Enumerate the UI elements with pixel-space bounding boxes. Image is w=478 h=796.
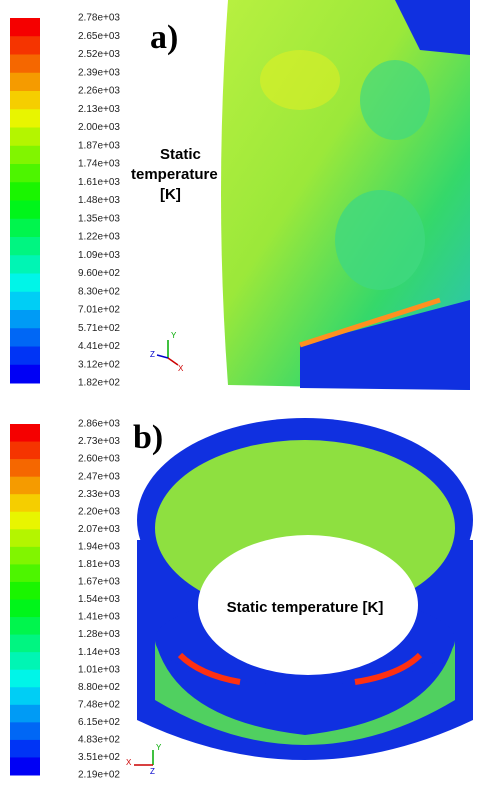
- colorbar-label: 2.07e+03: [78, 524, 120, 535]
- colorbar-label: 1.54e+03: [78, 594, 120, 605]
- colorbar-band: [10, 200, 40, 220]
- colorbar-label: 1.61e+03: [78, 177, 120, 188]
- colorbar-label: 2.19e+02: [78, 770, 120, 781]
- axis-label: X: [126, 758, 132, 767]
- colorbar-band: [10, 511, 40, 530]
- colorbar-label: 1.67e+03: [78, 577, 120, 588]
- colorbar-band: [10, 273, 40, 293]
- colorbar-label: 1.87e+03: [78, 140, 120, 151]
- colorbar-label: 2.39e+03: [78, 67, 120, 78]
- colorbar-label: 4.41e+02: [78, 341, 120, 352]
- colorbar-label: 2.65e+03: [78, 31, 120, 42]
- axis-label: Z: [150, 350, 155, 359]
- colorbar-label: 1.48e+03: [78, 195, 120, 206]
- colorbar-band: [10, 424, 40, 443]
- colorbar-label: 2.20e+03: [78, 506, 120, 517]
- axis-label: Z: [150, 767, 155, 776]
- colorbar-band: [10, 564, 40, 583]
- annotation: Static: [160, 146, 201, 163]
- colorbar-label: 1.35e+03: [78, 213, 120, 224]
- colorbar-band: [10, 127, 40, 147]
- colorbar-label: 2.86e+03: [78, 419, 120, 430]
- colorbar-label: 7.48e+02: [78, 699, 120, 710]
- colorbar-label: 7.01e+02: [78, 305, 120, 316]
- colorbar-label: 1.14e+03: [78, 647, 120, 658]
- colorbar-label: 9.60e+02: [78, 268, 120, 279]
- colorbar-band: [10, 441, 40, 460]
- colorbar-band: [10, 72, 40, 92]
- colorbar-label: 2.00e+03: [78, 122, 120, 133]
- colorbar-band: [10, 291, 40, 311]
- contour-image-a: [221, 0, 470, 390]
- colorbar-label: 1.74e+03: [78, 159, 120, 170]
- colorbar-label: 8.30e+02: [78, 286, 120, 297]
- panel-label: b): [133, 419, 163, 456]
- colorbar-label: 1.28e+03: [78, 629, 120, 640]
- panel-label: a): [150, 19, 178, 56]
- annotation: temperature: [131, 166, 218, 183]
- colorbar-label: 2.78e+03: [78, 13, 120, 24]
- colorbar-band: [10, 722, 40, 741]
- axis-triad: [134, 340, 179, 766]
- colorbar-label: 6.15e+02: [78, 717, 120, 728]
- colorbar-label: 2.26e+03: [78, 86, 120, 97]
- colorbar-label: 1.22e+03: [78, 232, 120, 243]
- colorbar-label: 3.12e+02: [78, 359, 120, 370]
- colorbar-label: 2.60e+03: [78, 454, 120, 465]
- colorbar-band: [10, 652, 40, 671]
- colorbar-label: 2.52e+03: [78, 49, 120, 60]
- annotation: [K]: [160, 186, 181, 203]
- colorbar-band: [10, 255, 40, 274]
- colorbar-band: [10, 145, 40, 165]
- colorbar-band: [10, 364, 40, 384]
- colorbar-band: [10, 459, 40, 478]
- colorbar-label: 1.01e+03: [78, 664, 120, 675]
- colorbar-band: [10, 237, 40, 256]
- colorbar-label: 2.33e+03: [78, 489, 120, 500]
- colorbar-label: 2.13e+03: [78, 104, 120, 115]
- colorbar-label: 5.71e+02: [78, 323, 120, 334]
- colorbar-band: [10, 310, 40, 329]
- colorbar-band: [10, 581, 40, 600]
- colorbar-label: 2.73e+03: [78, 436, 120, 447]
- colorbar-band: [10, 634, 40, 653]
- colorbar-label: 8.80e+02: [78, 682, 120, 693]
- colorbar-band: [10, 494, 40, 513]
- colorbar-band: [10, 739, 40, 758]
- colorbar-band: [10, 687, 40, 706]
- colorbar-band: [10, 529, 40, 548]
- colorbar-band: [10, 54, 40, 74]
- axis-label: X: [178, 364, 184, 373]
- contour-image-b: [137, 418, 473, 760]
- colorbar-label: 1.94e+03: [78, 541, 120, 552]
- axis-label: Y: [171, 331, 177, 340]
- axis-label: Y: [156, 743, 162, 752]
- colorbar-band: [10, 476, 40, 495]
- colorbar-band: [10, 328, 40, 347]
- colorbar-label: 1.82e+02: [78, 378, 120, 389]
- colorbar-band: [10, 757, 40, 776]
- colorbar-band: [10, 669, 40, 688]
- colorbar-label: 4.83e+02: [78, 735, 120, 746]
- colorbar-band: [10, 164, 40, 183]
- colorbar-band: [10, 218, 40, 238]
- colorbar-band: [10, 182, 40, 201]
- colorbar-label: 3.51e+02: [78, 752, 120, 763]
- colorbar-band: [10, 109, 40, 128]
- colorbar-band: [10, 346, 40, 366]
- colorbar-label: 1.41e+03: [78, 612, 120, 623]
- colorbar-label: 1.09e+03: [78, 250, 120, 261]
- colorbar-band: [10, 91, 40, 110]
- colorbar-band: [10, 599, 40, 618]
- colorbar-label: 2.47e+03: [78, 471, 120, 482]
- colorbar-band: [10, 18, 40, 37]
- colorbar-band: [10, 617, 40, 636]
- colorbar-band: [10, 704, 40, 723]
- colorbar-band: [10, 546, 40, 565]
- colorbar-band: [10, 36, 40, 55]
- annotation: Static temperature [K]: [227, 599, 384, 616]
- colorbar-label: 1.81e+03: [78, 559, 120, 570]
